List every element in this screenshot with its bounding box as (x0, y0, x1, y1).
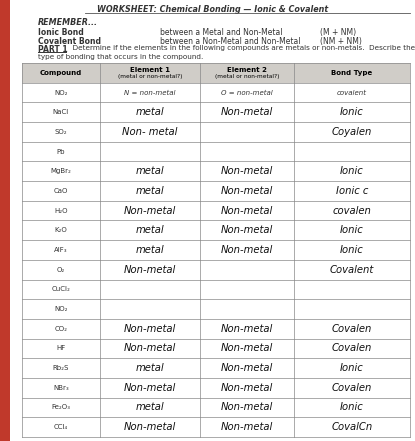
Text: Ionic: Ionic (340, 245, 364, 255)
Text: (metal or non-metal?): (metal or non-metal?) (215, 74, 279, 79)
Text: metal: metal (136, 363, 164, 373)
Text: K₂O: K₂O (54, 227, 67, 233)
Text: Non-metal: Non-metal (124, 265, 176, 275)
Text: covalent: covalent (337, 90, 367, 96)
Text: HF: HF (56, 345, 66, 351)
Text: Determine if the elements in the following compounds are metals or non-metals.  : Determine if the elements in the followi… (68, 45, 415, 51)
Text: Non-metal: Non-metal (221, 166, 273, 176)
Text: Non-metal: Non-metal (221, 206, 273, 216)
Text: between a Metal and Non-Metal: between a Metal and Non-Metal (160, 28, 283, 37)
Text: Covalen: Covalen (332, 344, 372, 353)
Text: (metal or non-metal?): (metal or non-metal?) (118, 74, 182, 79)
Text: NBr₃: NBr₃ (53, 385, 68, 391)
Bar (22, 63, 410, 82)
Text: Element 1: Element 1 (130, 67, 170, 73)
Text: metal: metal (136, 403, 164, 412)
Text: metal: metal (136, 107, 164, 117)
Text: Non-metal: Non-metal (221, 344, 273, 353)
Text: CO₂: CO₂ (54, 326, 67, 332)
Text: NaCl: NaCl (53, 109, 69, 115)
Text: O₂: O₂ (57, 267, 65, 273)
Text: Ionic Bond: Ionic Bond (38, 28, 84, 37)
Text: Fe₂O₃: Fe₂O₃ (51, 404, 70, 411)
Text: Ionic: Ionic (340, 107, 364, 117)
Text: Ionic: Ionic (340, 403, 364, 412)
Text: PART 1: PART 1 (38, 45, 68, 54)
Text: (NM + NM): (NM + NM) (320, 37, 362, 46)
Text: Bond Type: Bond Type (331, 70, 372, 76)
Text: Non-metal: Non-metal (221, 383, 273, 393)
Text: Non-metal: Non-metal (221, 324, 273, 334)
Text: Covalen: Covalen (332, 324, 372, 334)
Text: Non-metal: Non-metal (124, 206, 176, 216)
Text: between a Non-Metal and Non-Metal: between a Non-Metal and Non-Metal (160, 37, 300, 46)
Text: O = non-metal: O = non-metal (221, 90, 273, 96)
Text: REMEMBER...: REMEMBER... (38, 18, 98, 27)
Text: NO₂: NO₂ (54, 90, 68, 96)
Text: metal: metal (136, 245, 164, 255)
Text: Ionic: Ionic (340, 166, 364, 176)
Text: Non-metal: Non-metal (221, 403, 273, 412)
Text: Coyalen: Coyalen (332, 127, 372, 137)
Text: CovalCn: CovalCn (331, 422, 372, 432)
Text: Non- metal: Non- metal (122, 127, 178, 137)
Text: Non-metal: Non-metal (124, 324, 176, 334)
Text: Rb₂S: Rb₂S (53, 365, 69, 371)
Text: Ionic: Ionic (340, 225, 364, 235)
Text: Covalent: Covalent (330, 265, 374, 275)
Text: Non-metal: Non-metal (221, 107, 273, 117)
Text: AlF₃: AlF₃ (54, 247, 68, 253)
Text: SO₂: SO₂ (54, 129, 67, 135)
Text: Ionic c: Ionic c (336, 186, 368, 196)
Text: Element 2: Element 2 (227, 67, 267, 73)
Text: MgBr₂: MgBr₂ (50, 168, 71, 174)
Text: Non-metal: Non-metal (221, 422, 273, 432)
Text: metal: metal (136, 166, 164, 176)
Text: Non-metal: Non-metal (124, 344, 176, 353)
Text: H₂O: H₂O (54, 208, 68, 213)
Text: Non-metal: Non-metal (124, 383, 176, 393)
Text: Non-metal: Non-metal (221, 363, 273, 373)
Text: Compound: Compound (40, 70, 82, 76)
Text: WORKSHEET: Chemical Bonding — Ionic & Covalent: WORKSHEET: Chemical Bonding — Ionic & Co… (97, 5, 328, 14)
Text: covalen: covalen (332, 206, 371, 216)
Text: Non-metal: Non-metal (221, 245, 273, 255)
Text: Non-metal: Non-metal (124, 422, 176, 432)
Text: N = non-metal: N = non-metal (124, 90, 176, 96)
Text: metal: metal (136, 225, 164, 235)
Text: metal: metal (136, 186, 164, 196)
Text: NO₂: NO₂ (54, 306, 68, 312)
Text: Pb: Pb (56, 149, 65, 155)
Text: Non-metal: Non-metal (221, 186, 273, 196)
Text: Covalent Bond: Covalent Bond (38, 37, 101, 46)
Text: type of bonding that occurs in the compound.: type of bonding that occurs in the compo… (38, 54, 203, 60)
Text: CaO: CaO (54, 188, 68, 194)
Polygon shape (0, 0, 22, 441)
Text: Covalen: Covalen (332, 383, 372, 393)
Text: Non-metal: Non-metal (221, 225, 273, 235)
Text: CuCl₂: CuCl₂ (51, 286, 70, 292)
Text: (M + NM): (M + NM) (320, 28, 356, 37)
Text: Ionic: Ionic (340, 363, 364, 373)
Text: CCl₄: CCl₄ (54, 424, 68, 430)
